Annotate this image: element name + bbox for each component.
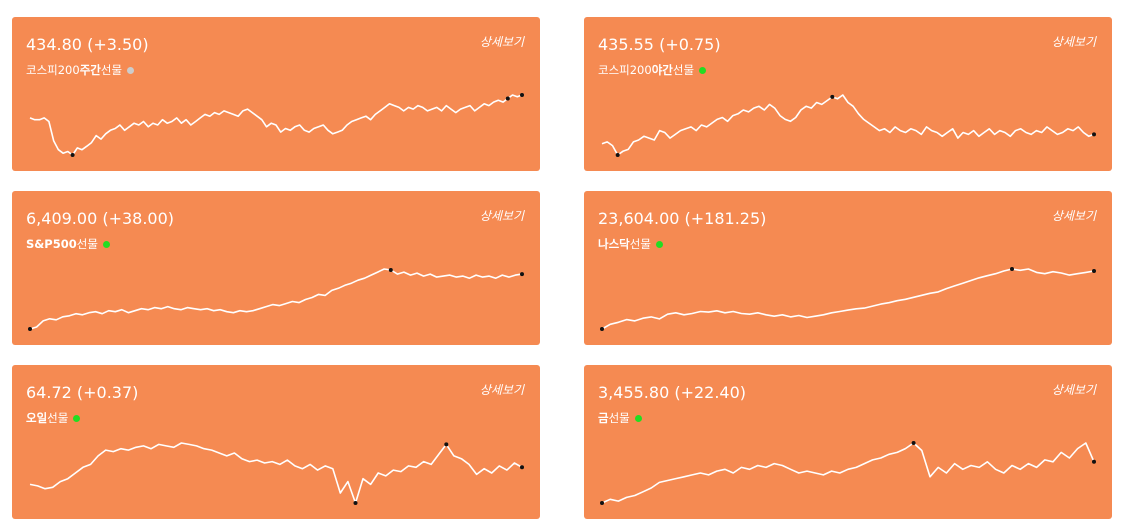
- low-marker: [615, 153, 620, 157]
- last-marker: [1092, 132, 1096, 137]
- name-bold: S&P500: [26, 237, 77, 251]
- high-marker: [388, 268, 393, 272]
- name-suffix: 선물: [100, 63, 123, 77]
- gold-futures-card[interactable]: 3,455.80 (+22.40) 금 선물 상세보기: [584, 365, 1112, 519]
- sparkline-chart: [29, 442, 524, 505]
- sparkline-chart: [600, 267, 1096, 331]
- high-marker: [444, 442, 449, 447]
- price-change: 434.80 (+3.50): [26, 35, 149, 54]
- name-bold: 야간: [651, 63, 673, 77]
- last-marker: [1092, 459, 1096, 464]
- high-marker: [830, 94, 835, 99]
- detail-link[interactable]: 상세보기: [479, 209, 524, 223]
- name-bold: 오일: [26, 411, 48, 425]
- low-marker: [353, 501, 358, 505]
- instrument-name: 나스닥 선물: [598, 236, 663, 252]
- instrument-name: 금 선물: [598, 410, 642, 426]
- status-dot-icon: [655, 240, 663, 248]
- instrument-name: 코스피200 야간 선물: [598, 62, 707, 78]
- name-suffix: 선물: [629, 237, 651, 251]
- last-marker: [520, 272, 524, 277]
- price-line: [601, 94, 1095, 156]
- name-bold: 나스닥: [598, 237, 630, 251]
- status-dot-icon: [73, 414, 81, 422]
- price-change: 6,409.00 (+38.00): [26, 209, 175, 228]
- sparkline-chart: [601, 94, 1096, 157]
- instrument-name: S&P500 선물: [26, 236, 110, 252]
- detail-link[interactable]: 상세보기: [479, 383, 524, 397]
- detail-link[interactable]: 상세보기: [1051, 209, 1096, 223]
- price-line: [601, 268, 1095, 330]
- name-prefix: 코스피200: [598, 63, 652, 77]
- sparkline-chart: [29, 93, 524, 157]
- price-line: [29, 268, 523, 330]
- price-line: [601, 442, 1095, 504]
- oil-futures-card[interactable]: 64.72 (+0.37) 오일 선물 상세보기: [12, 365, 540, 519]
- nasdaq-futures-card[interactable]: 23,604.00 (+181.25) 나스닥 선물 상세보기: [584, 191, 1112, 345]
- low-marker: [600, 501, 604, 505]
- name-suffix: 선물: [672, 63, 695, 77]
- instrument-name: 코스피200 주간 선물: [26, 62, 135, 78]
- instrument-name: 오일 선물: [26, 410, 81, 426]
- high-marker: [911, 441, 916, 445]
- detail-link[interactable]: 상세보기: [1051, 35, 1096, 49]
- kospi200-night-futures-card[interactable]: 435.55 (+0.75) 코스피200 야간 선물 상세보기: [584, 17, 1112, 171]
- price-line: [29, 94, 523, 156]
- last-marker: [1092, 269, 1096, 273]
- status-dot-icon: [634, 414, 642, 422]
- low-marker: [28, 327, 32, 331]
- name-bold: 주간: [79, 63, 101, 77]
- high-marker: [505, 96, 510, 101]
- price-change: 3,455.80 (+22.40): [598, 383, 747, 402]
- last-marker: [520, 465, 524, 470]
- name-suffix: 선물: [47, 411, 69, 425]
- price-line: [29, 442, 523, 504]
- detail-link[interactable]: 상세보기: [479, 35, 524, 49]
- status-dot-icon: [127, 66, 135, 74]
- sparkline-chart: [28, 268, 524, 331]
- status-dot-icon: [102, 240, 110, 248]
- low-marker: [600, 327, 604, 331]
- price-change: 435.55 (+0.75): [598, 35, 721, 54]
- sparkline-chart: [600, 441, 1096, 505]
- low-marker: [70, 153, 75, 157]
- name-suffix: 선물: [608, 411, 630, 425]
- name-prefix: 코스피200: [26, 63, 80, 77]
- last-marker: [520, 93, 524, 97]
- detail-link[interactable]: 상세보기: [1051, 383, 1096, 397]
- name-bold: 금: [598, 411, 609, 425]
- status-dot-icon: [699, 66, 707, 74]
- price-change: 23,604.00 (+181.25): [598, 209, 767, 228]
- high-marker: [1010, 267, 1014, 271]
- sp500-futures-card[interactable]: 6,409.00 (+38.00) S&P500 선물 상세보기: [12, 191, 540, 345]
- price-change: 64.72 (+0.37): [26, 383, 139, 402]
- kospi200-day-futures-card[interactable]: 434.80 (+3.50) 코스피200 주간 선물 상세보기: [12, 17, 540, 171]
- name-suffix: 선물: [76, 237, 98, 251]
